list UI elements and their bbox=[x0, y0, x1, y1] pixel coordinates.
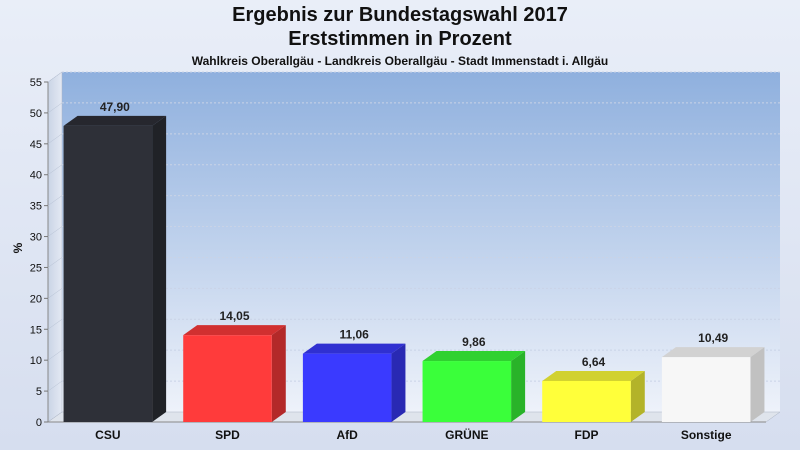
chart-title: Ergebnis zur Bundestagswahl 2017 bbox=[232, 4, 568, 26]
y-tick-label: 45 bbox=[30, 139, 42, 151]
data-label: 11,06 bbox=[339, 328, 369, 342]
bar-afd bbox=[302, 343, 406, 422]
bar-fdp bbox=[542, 370, 645, 422]
plot-back-wall bbox=[62, 72, 780, 412]
gridline-side bbox=[47, 133, 63, 145]
x-tick-label: SPD bbox=[215, 428, 240, 442]
data-label: 10,49 bbox=[698, 331, 728, 345]
x-tick-label: CSU bbox=[95, 428, 120, 442]
data-label: 9,86 bbox=[462, 335, 486, 349]
bar-side bbox=[391, 343, 406, 422]
data-label: 14,05 bbox=[219, 309, 249, 323]
chart-subtitle: Erststimmen in Prozent bbox=[288, 28, 512, 50]
y-tick-label: 5 bbox=[36, 386, 42, 398]
gridline-side bbox=[47, 164, 63, 175]
bar-top bbox=[422, 351, 526, 362]
bar-front bbox=[302, 353, 392, 422]
bar-grüne bbox=[422, 351, 526, 422]
x-tick-label: GRÜNE bbox=[445, 427, 488, 442]
bar-side bbox=[271, 325, 286, 422]
bar-front bbox=[661, 357, 751, 422]
bar-front bbox=[63, 125, 153, 423]
bar-top bbox=[183, 325, 286, 336]
y-tick-label: 15 bbox=[30, 324, 42, 336]
y-tick-label: 30 bbox=[30, 232, 42, 244]
bar-side bbox=[511, 351, 526, 422]
x-tick-label: FDP bbox=[575, 428, 599, 442]
bar-sonstige bbox=[661, 347, 765, 422]
bar-top bbox=[302, 343, 406, 354]
y-tick-label: 40 bbox=[30, 170, 42, 182]
gridline-side bbox=[47, 71, 63, 83]
gridline-side bbox=[47, 226, 63, 237]
bar-top bbox=[542, 370, 645, 381]
gridline-side bbox=[47, 380, 63, 392]
plot-side-wall bbox=[47, 71, 63, 423]
gridline-side bbox=[47, 257, 63, 268]
y-tick-label: 10 bbox=[30, 355, 42, 367]
gridline-side bbox=[47, 288, 63, 299]
bar-front bbox=[422, 361, 512, 422]
y-tick-label: 0 bbox=[36, 417, 42, 429]
y-tick-label: 35 bbox=[30, 201, 42, 213]
y-tick-label: 25 bbox=[30, 262, 42, 274]
bar-csu bbox=[63, 115, 167, 423]
bar-side bbox=[750, 347, 765, 422]
x-tick-label: Sonstige bbox=[681, 428, 732, 442]
y-axis-label: % bbox=[11, 242, 25, 253]
bar-spd bbox=[183, 325, 286, 422]
x-tick-label: AfD bbox=[337, 428, 359, 442]
chart-caption: Wahlkreis Oberallgäu - Landkreis Oberall… bbox=[191, 54, 609, 68]
gridline-side bbox=[47, 195, 63, 206]
y-tick-label: 50 bbox=[30, 108, 42, 120]
data-label: 6,64 bbox=[582, 355, 606, 369]
gridline-side bbox=[47, 319, 63, 330]
data-label: 47,90 bbox=[100, 100, 130, 114]
gridline-side bbox=[47, 102, 63, 114]
y-tick-label: 55 bbox=[30, 77, 42, 89]
bar-top bbox=[661, 347, 765, 358]
bar-side bbox=[152, 115, 167, 423]
bar-front bbox=[542, 380, 631, 422]
bar-top bbox=[63, 115, 167, 126]
bar-side bbox=[630, 370, 645, 422]
gridline-side bbox=[47, 349, 63, 361]
y-tick-label: 20 bbox=[30, 293, 42, 305]
bar-front bbox=[183, 335, 272, 422]
